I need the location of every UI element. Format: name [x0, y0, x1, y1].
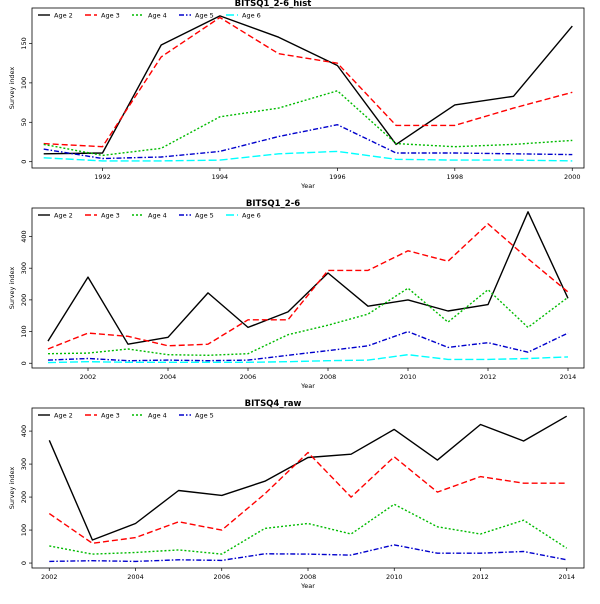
- legend-entry: Age 3: [101, 211, 120, 219]
- y-tick-label: 150: [20, 37, 28, 49]
- x-tick-label: 2010: [386, 573, 403, 581]
- series-line-age-5: [43, 123, 573, 160]
- x-tick-label: 2010: [400, 373, 417, 381]
- x-tick-label: 1994: [212, 173, 229, 181]
- legend-entry: Age 3: [101, 11, 120, 19]
- x-axis-label: Year: [300, 582, 315, 590]
- legend: Age 2 Age 3 Age 4 Age 5 Age 6: [38, 11, 261, 19]
- x-tick-label: 2014: [560, 373, 577, 381]
- y-tick-label: 50: [20, 118, 28, 126]
- y-tick-label: 300: [20, 262, 28, 274]
- plot-frame: [31, 207, 585, 369]
- x-tick-label: 2000: [564, 173, 581, 181]
- x-tick-label: 2008: [320, 373, 337, 381]
- series-line-age-5: [47, 330, 569, 362]
- y-tick-label: 100: [20, 524, 28, 536]
- legend-entry: Age 2: [54, 211, 73, 219]
- x-tick-label: 1996: [329, 173, 346, 181]
- x-tick-label: 2002: [80, 373, 97, 381]
- y-tick-label: 400: [20, 425, 28, 437]
- y-tick-label: 100: [20, 325, 28, 337]
- y-axis-label: Survey index: [8, 67, 16, 110]
- legend-entry: Age 5: [195, 11, 214, 19]
- y-axis-label: Survey index: [8, 467, 16, 510]
- x-tick-label: 2012: [480, 373, 497, 381]
- legend-entry: Age 6: [242, 11, 261, 19]
- y-tick-label: 400: [20, 230, 28, 242]
- legend-entry: Age 5: [195, 411, 214, 419]
- chart-title: BITSQ1_2-6: [246, 199, 300, 209]
- chart-panel-1: BITSQ1_2-6_hist 1992 1994 1996 1998 2000 0 50 10…: [8, 0, 585, 190]
- chart-panel-2: BITSQ1_2-6 2002 2004 2006 2008 2010 2012 2014 0 1…: [8, 199, 585, 390]
- series-line-age-6: [47, 354, 569, 364]
- x-axis-label: Year: [300, 182, 315, 190]
- legend-entry: Age 4: [148, 411, 167, 419]
- y-tick-label: 100: [20, 77, 28, 89]
- x-tick-label: 2004: [127, 573, 144, 581]
- series-line-age-4: [43, 90, 573, 157]
- series-line-age-3: [43, 16, 573, 148]
- x-tick-label: 2008: [300, 573, 317, 581]
- legend-entry: Age 6: [242, 211, 261, 219]
- legend-entry: Age 5: [195, 211, 214, 219]
- y-tick-label: 200: [20, 294, 28, 306]
- legend-entry: Age 2: [54, 11, 73, 19]
- x-axis-label: Year: [300, 382, 315, 390]
- x-tick-label: 2014: [558, 573, 575, 581]
- series-line-age-2: [43, 15, 573, 155]
- chart-title: BITSQ4_raw: [245, 399, 302, 409]
- x-tick-label: 2002: [41, 573, 58, 581]
- chart-panel-3: BITSQ4_raw 2002 2004 2006 2008 2010 2012 2014 0 1…: [8, 399, 585, 590]
- series-line-age-4: [47, 287, 569, 356]
- x-tick-label: 1992: [94, 173, 111, 181]
- series-line-age-5: [49, 544, 567, 563]
- y-tick-label: 200: [20, 491, 28, 503]
- chart-title: BITSQ1_2-6_hist: [235, 0, 312, 9]
- series-line-age-2: [48, 415, 568, 541]
- legend-entry: Age 3: [101, 411, 120, 419]
- plot-frame: [31, 7, 585, 169]
- series-line-age-4: [49, 503, 568, 555]
- x-tick-label: 2012: [472, 573, 489, 581]
- y-tick-label: 300: [20, 458, 28, 470]
- series-line-age-2: [47, 211, 569, 345]
- series-line-age-6: [43, 150, 573, 162]
- legend: Age 2 Age 3 Age 4 Age 5: [38, 411, 214, 419]
- y-tick-label: 0: [20, 361, 28, 365]
- legend-entry: Age 4: [148, 11, 167, 19]
- x-tick-label: 2006: [213, 573, 230, 581]
- x-tick-label: 2004: [160, 373, 177, 381]
- series-line-age-3: [47, 223, 569, 350]
- y-axis-label: Survey index: [8, 267, 16, 310]
- series-line-age-3: [48, 451, 567, 544]
- y-tick-label: 0: [20, 561, 28, 565]
- legend: Age 2 Age 3 Age 4 Age 5 Age 6: [38, 211, 261, 219]
- x-tick-label: 1998: [447, 173, 464, 181]
- x-tick-label: 2006: [240, 373, 257, 381]
- legend-entry: Age 2: [54, 411, 73, 419]
- y-tick-label: 0: [20, 160, 28, 164]
- legend-entry: Age 4: [148, 211, 167, 219]
